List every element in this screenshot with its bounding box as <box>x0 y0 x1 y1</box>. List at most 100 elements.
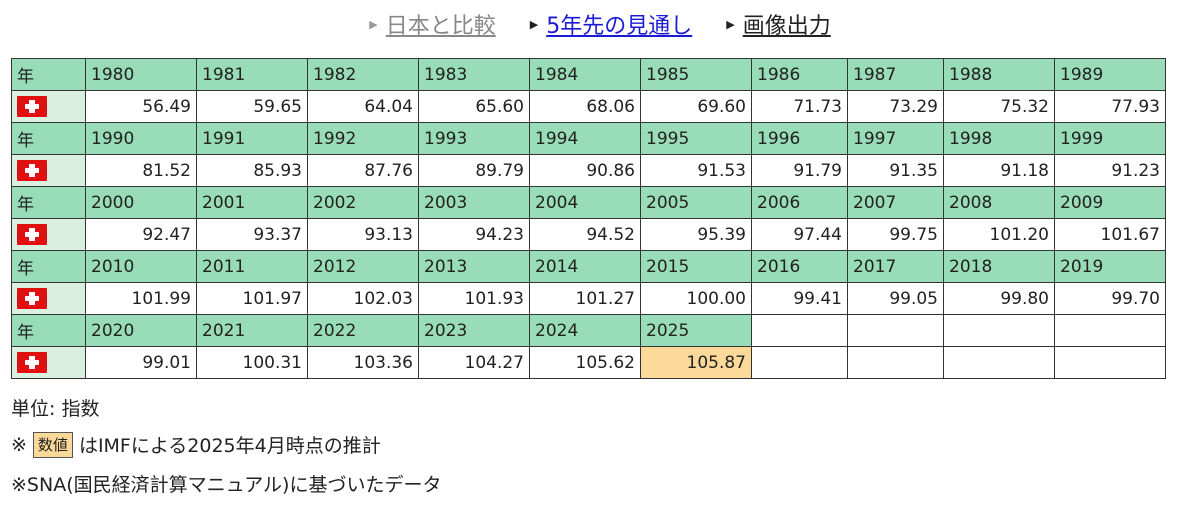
unit-note: 単位: 指数 <box>11 398 100 420</box>
year-cell: 2025 <box>640 314 752 347</box>
value-cell: 91.18 <box>943 154 1055 187</box>
year-cell: 1996 <box>751 122 848 155</box>
empty-cell <box>847 314 944 347</box>
year-cell: 1995 <box>640 122 752 155</box>
country-cell <box>11 90 86 123</box>
value-cell: 92.47 <box>85 218 197 251</box>
value-cell: 97.44 <box>751 218 848 251</box>
value-cell: 101.99 <box>85 282 197 315</box>
year-cell: 2004 <box>529 186 641 219</box>
empty-cell <box>943 314 1055 347</box>
year-cell: 1988 <box>943 58 1055 91</box>
value-cell: 101.93 <box>418 282 530 315</box>
year-cell: 1980 <box>85 58 197 91</box>
year-cell: 2022 <box>307 314 419 347</box>
value-cell: 75.32 <box>943 90 1055 123</box>
value-cell: 93.37 <box>196 218 308 251</box>
year-cell: 2002 <box>307 186 419 219</box>
year-cell: 2021 <box>196 314 308 347</box>
year-cell: 2011 <box>196 250 308 283</box>
year-cell: 2020 <box>85 314 197 347</box>
year-cell: 1994 <box>529 122 641 155</box>
year-cell: 1999 <box>1054 122 1166 155</box>
value-row: 99.01 100.31 103.36 104.27 105.62 105.87 <box>11 346 1166 379</box>
year-cell: 2001 <box>196 186 308 219</box>
year-cell: 1989 <box>1054 58 1166 91</box>
nav-five-year-outlook[interactable]: ▶ 5年先の見通し <box>530 8 692 40</box>
year-cell: 2014 <box>529 250 641 283</box>
year-cell: 1982 <box>307 58 419 91</box>
nav-image-output[interactable]: ▶ 画像出力 <box>726 8 830 40</box>
value-cell: 101.67 <box>1054 218 1166 251</box>
year-row: 年 1980 1981 1982 1983 1984 1985 1986 1987 1988 198… <box>11 58 1166 91</box>
year-cell: 1991 <box>196 122 308 155</box>
value-cell: 100.31 <box>196 346 308 379</box>
country-cell <box>11 154 86 187</box>
value-cell: 102.03 <box>307 282 419 315</box>
value-cell: 71.73 <box>751 90 848 123</box>
value-cell: 90.86 <box>529 154 641 187</box>
estimate-note-text: はIMFによる2025年4月時点の推計 <box>78 435 381 457</box>
country-cell <box>11 218 86 251</box>
year-cell: 2017 <box>847 250 944 283</box>
value-cell: 89.79 <box>418 154 530 187</box>
nav-compare-japan[interactable]: ▶ 日本と比較 <box>369 8 495 40</box>
switzerland-flag-icon <box>17 352 47 373</box>
empty-cell <box>751 346 848 379</box>
switzerland-flag-icon <box>17 96 47 117</box>
value-cell: 105.87 <box>640 346 752 379</box>
year-row-label: 年 <box>11 58 86 91</box>
value-cell: 59.65 <box>196 90 308 123</box>
value-cell: 99.05 <box>847 282 944 315</box>
year-cell: 2015 <box>640 250 752 283</box>
value-cell: 91.23 <box>1054 154 1166 187</box>
value-row: 92.47 93.37 93.13 94.23 94.52 95.39 97.44 99.75… <box>11 218 1166 251</box>
sna-note: ※SNA(国民経済計算マニュアル)に基づいたデータ <box>11 474 442 496</box>
value-cell: 91.79 <box>751 154 848 187</box>
nav-compare-japan-label: 日本と比較 <box>385 14 496 39</box>
estimate-badge: 数値 <box>32 431 73 458</box>
value-cell: 64.04 <box>307 90 419 123</box>
year-cell: 1984 <box>529 58 641 91</box>
year-row-label: 年 <box>11 314 86 347</box>
top-navigation: ▶ 日本と比較 ▶ 5年先の見通し ▶ 画像出力 <box>0 6 1200 42</box>
year-row: 年 2010 2011 2012 2013 2014 2015 2016 2017 2018 201… <box>11 250 1166 283</box>
arrow-right-icon: ▶ <box>369 17 378 31</box>
year-row-label: 年 <box>11 122 86 155</box>
value-cell: 100.00 <box>640 282 752 315</box>
value-cell: 101.27 <box>529 282 641 315</box>
value-cell: 105.62 <box>529 346 641 379</box>
nav-five-year-outlook-label: 5年先の見通し <box>546 14 693 39</box>
value-cell: 101.20 <box>943 218 1055 251</box>
year-cell: 1981 <box>196 58 308 91</box>
year-row: 年 1990 1991 1992 1993 1994 1995 1996 1997 1998 199… <box>11 122 1166 155</box>
year-cell: 2018 <box>943 250 1055 283</box>
year-cell: 2008 <box>943 186 1055 219</box>
value-cell: 99.80 <box>943 282 1055 315</box>
value-cell: 91.35 <box>847 154 944 187</box>
value-cell: 65.60 <box>418 90 530 123</box>
value-cell: 85.93 <box>196 154 308 187</box>
value-cell: 69.60 <box>640 90 752 123</box>
empty-cell <box>1054 314 1166 347</box>
year-cell: 2009 <box>1054 186 1166 219</box>
value-cell: 56.49 <box>85 90 197 123</box>
estimate-note-prefix: ※ <box>11 433 27 456</box>
year-cell: 2024 <box>529 314 641 347</box>
value-cell: 73.29 <box>847 90 944 123</box>
value-cell: 68.06 <box>529 90 641 123</box>
estimate-note: ※ 数値 はIMFによる2025年4月時点の推計 <box>11 431 381 458</box>
year-cell: 1997 <box>847 122 944 155</box>
value-row: 56.49 59.65 64.04 65.60 68.06 69.60 71.73 73.29… <box>11 90 1166 123</box>
year-cell: 1985 <box>640 58 752 91</box>
arrow-right-icon: ▶ <box>726 17 735 31</box>
year-cell: 1992 <box>307 122 419 155</box>
year-cell: 2023 <box>418 314 530 347</box>
value-cell: 77.93 <box>1054 90 1166 123</box>
value-cell: 94.23 <box>418 218 530 251</box>
value-cell: 87.76 <box>307 154 419 187</box>
value-cell: 81.52 <box>85 154 197 187</box>
value-cell: 99.01 <box>85 346 197 379</box>
year-cell: 2013 <box>418 250 530 283</box>
year-row-label: 年 <box>11 186 86 219</box>
